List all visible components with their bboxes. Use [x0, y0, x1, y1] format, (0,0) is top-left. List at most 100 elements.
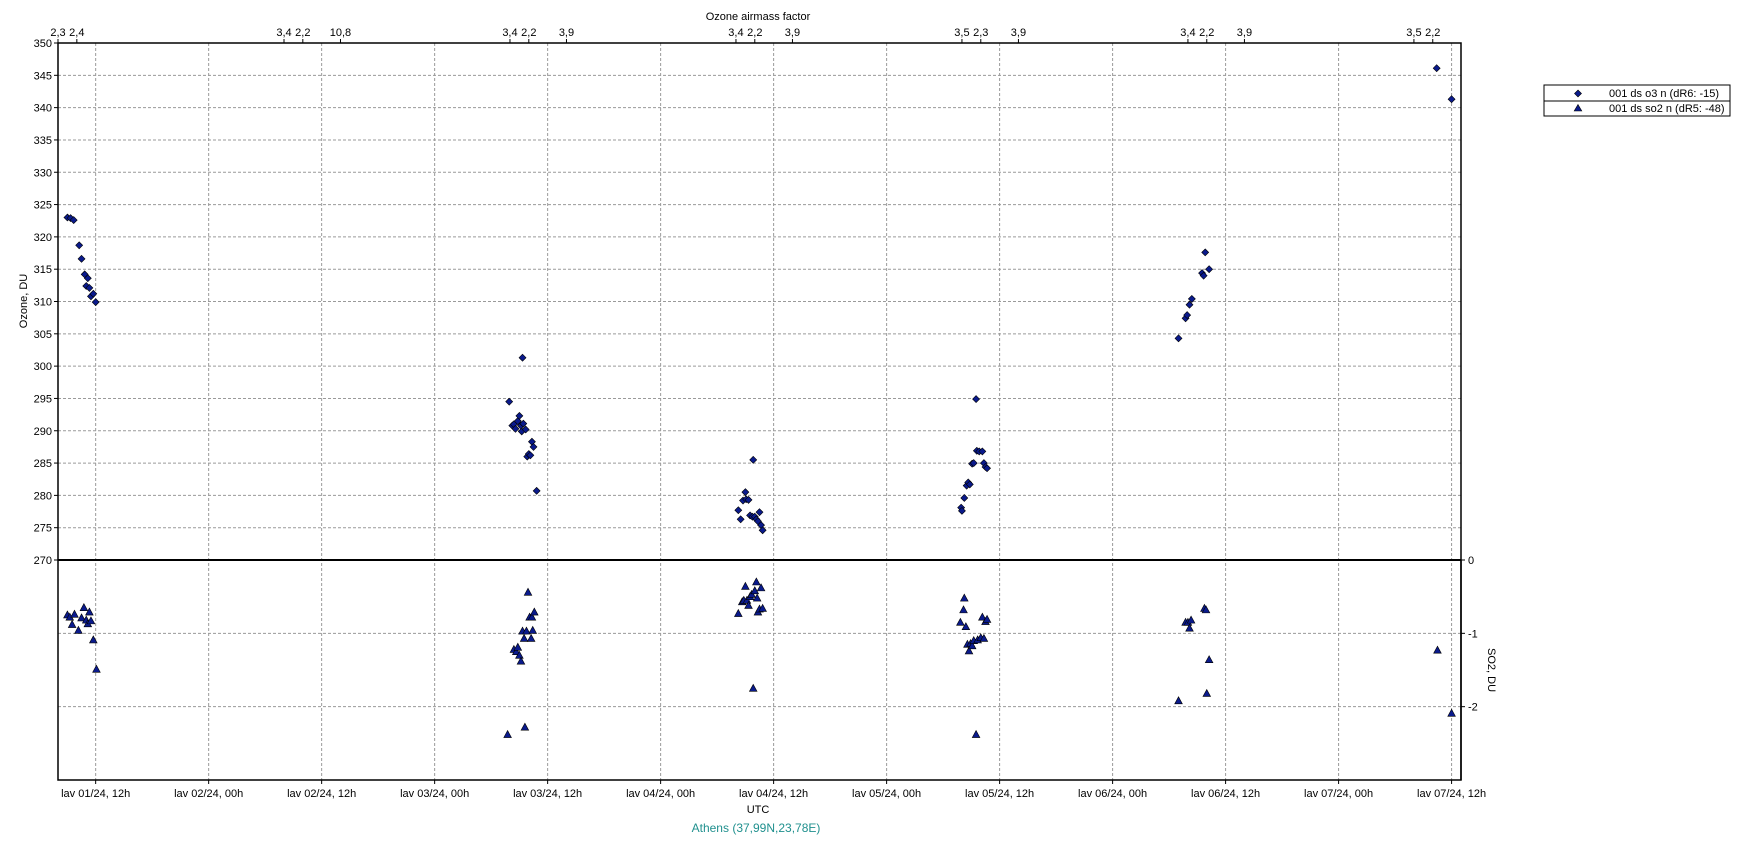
ozone-tick-label: 345: [34, 70, 52, 82]
top-tick-label: 2,4: [69, 27, 84, 39]
x-tick-label: lav 04/24, 12h: [739, 788, 808, 800]
top-tick-label: 10,8: [330, 27, 351, 39]
top-tick-label: 2,3: [973, 27, 988, 39]
o3-data-point: [969, 459, 978, 467]
plot-frame: [57, 42, 1462, 781]
so2-data-point: [529, 607, 539, 616]
so2-data-point: [734, 608, 743, 617]
so2-data-point: [959, 593, 969, 602]
so2-data-point: [79, 603, 89, 611]
x-tick-label: lav 01/24, 12h: [61, 788, 130, 800]
so2-data-point: [744, 600, 753, 609]
so2-data-point: [1174, 696, 1183, 705]
x-tick-label: lav 07/24, 00h: [1304, 788, 1373, 800]
o3-data-point: [741, 488, 750, 497]
legend: 001 ds o3 n (dR6: -15) 001 ds so2 n (dR5…: [1543, 84, 1731, 117]
ozone-tick-label: 285: [34, 458, 52, 470]
ozone-tick-label: 275: [34, 523, 52, 535]
so2-data-point: [1201, 605, 1211, 614]
x-axis-ticks: lav 01/24, 12h lav 02/24, 00h lav 02/24, 1…: [61, 780, 1486, 800]
ozone-tick-label: 325: [34, 200, 52, 212]
ozone-tick-label: 335: [34, 135, 52, 147]
x-axis-title: UTC: [747, 804, 770, 816]
legend-label-so2: 001 ds so2 n (dR5: -48): [1609, 103, 1725, 115]
o3-data-point: [755, 508, 764, 517]
legend-marker-so2-icon: [1573, 103, 1583, 112]
so2-data-point: [750, 586, 760, 595]
so2-data-point: [86, 616, 96, 625]
so2-data-point: [85, 607, 94, 616]
o3-data-point: [532, 486, 541, 495]
o3-data-point: [505, 397, 514, 406]
so2-data-point: [964, 646, 974, 655]
so2-data-point: [516, 656, 526, 665]
so2-data-point: [1433, 645, 1442, 654]
o3-data-point: [1205, 265, 1214, 274]
legend-label-o3: 001 ds o3 n (dR6: -15): [1609, 88, 1719, 100]
x-tick-label: lav 06/24, 00h: [1078, 788, 1147, 800]
o3-data-point: [77, 254, 86, 263]
ozone-tick-label: 290: [34, 426, 52, 438]
so2-data-point: [752, 593, 762, 602]
o3-data-point: [519, 419, 528, 428]
x-tick-label: lav 02/24, 00h: [174, 788, 243, 800]
o3-data-point: [734, 506, 743, 515]
so2-data-point: [513, 642, 523, 651]
top-tick-label: 3,4: [502, 27, 517, 39]
top-tick-label: 2,2: [295, 27, 310, 39]
so2-data-point: [1447, 708, 1456, 717]
o3-data-point: [529, 442, 538, 451]
o3-data-point: [521, 425, 530, 434]
x-tick-label: lav 07/24, 12h: [1417, 788, 1486, 800]
x-tick-label: lav 02/24, 12h: [287, 788, 356, 800]
top-tick-label: 2,2: [747, 27, 762, 39]
o3-data-point: [69, 216, 78, 224]
o3-data-point: [1432, 64, 1441, 73]
ozone-tick-label: 280: [34, 490, 52, 502]
so2-data-point: [978, 612, 987, 621]
so2-data-point: [522, 626, 531, 635]
x-tick-label: lav 05/24, 12h: [965, 788, 1034, 800]
so2-data-point: [967, 641, 977, 650]
ozone-tick-label: 295: [34, 393, 52, 405]
top-tick-label: 3,9: [1237, 27, 1252, 39]
o3-data-point: [515, 411, 524, 420]
so2-data-point: [971, 729, 981, 738]
ozone-tick-label: 300: [34, 361, 52, 373]
o3-data-point: [85, 284, 94, 292]
o3-data-point: [749, 455, 758, 464]
top-tick-label: 3,4: [1180, 27, 1195, 39]
o3-data-point: [89, 289, 98, 298]
so2-tick-label: -1: [1468, 628, 1478, 640]
o3-data-point: [1187, 294, 1196, 303]
top-tick-label: 2,3: [50, 27, 65, 39]
o3-data-point: [1199, 271, 1208, 280]
o3-data-point: [526, 451, 535, 460]
ozone-axis-ticks: 270 275 280 285 290 295 300 305 310 315 320 325 330 3…: [34, 38, 58, 567]
o3-data-point: [1201, 248, 1210, 257]
top-tick-label: 2,2: [1425, 27, 1440, 39]
so2-data-point: [741, 581, 750, 590]
top-tick-label: 3,4: [728, 27, 743, 39]
top-tick-label: 3,4: [276, 27, 291, 39]
o3-data-point: [1447, 95, 1456, 104]
top-tick-label: 3,5: [954, 27, 969, 39]
o3-data-point: [83, 274, 92, 283]
ozone-tick-label: 305: [34, 329, 52, 341]
top-axis-title: Ozone airmass factor: [706, 11, 811, 23]
o3-data-point: [983, 464, 991, 473]
top-tick-label: 2,2: [521, 27, 536, 39]
so2-tick-label: -2: [1468, 702, 1478, 714]
location-label: Athens (37,99N,23,78E): [692, 821, 821, 835]
o3-data-point: [744, 495, 753, 504]
so2-data-point: [92, 664, 101, 673]
series-so2: [63, 577, 1456, 738]
o3-data-point: [1183, 311, 1192, 319]
legend-marker-o3-icon: [1574, 89, 1582, 98]
ozone-tick-label: 350: [34, 38, 52, 50]
x-tick-label: lav 04/24, 00h: [626, 788, 695, 800]
top-tick-label: 3,9: [559, 27, 574, 39]
o3-data-point: [958, 506, 966, 515]
so2-data-point: [89, 635, 98, 644]
